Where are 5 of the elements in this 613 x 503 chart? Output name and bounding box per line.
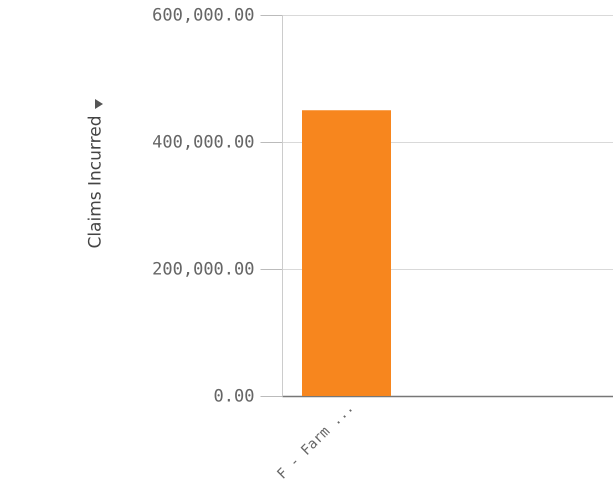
y-axis-title: Claims Incurred: [86, 116, 106, 249]
y-tick-label: 0.00: [214, 386, 254, 406]
y-tick-label: 400,000.00: [152, 132, 254, 152]
y-tick-label: 200,000.00: [152, 260, 254, 280]
y-tick-label: 600,000.00: [152, 6, 254, 26]
